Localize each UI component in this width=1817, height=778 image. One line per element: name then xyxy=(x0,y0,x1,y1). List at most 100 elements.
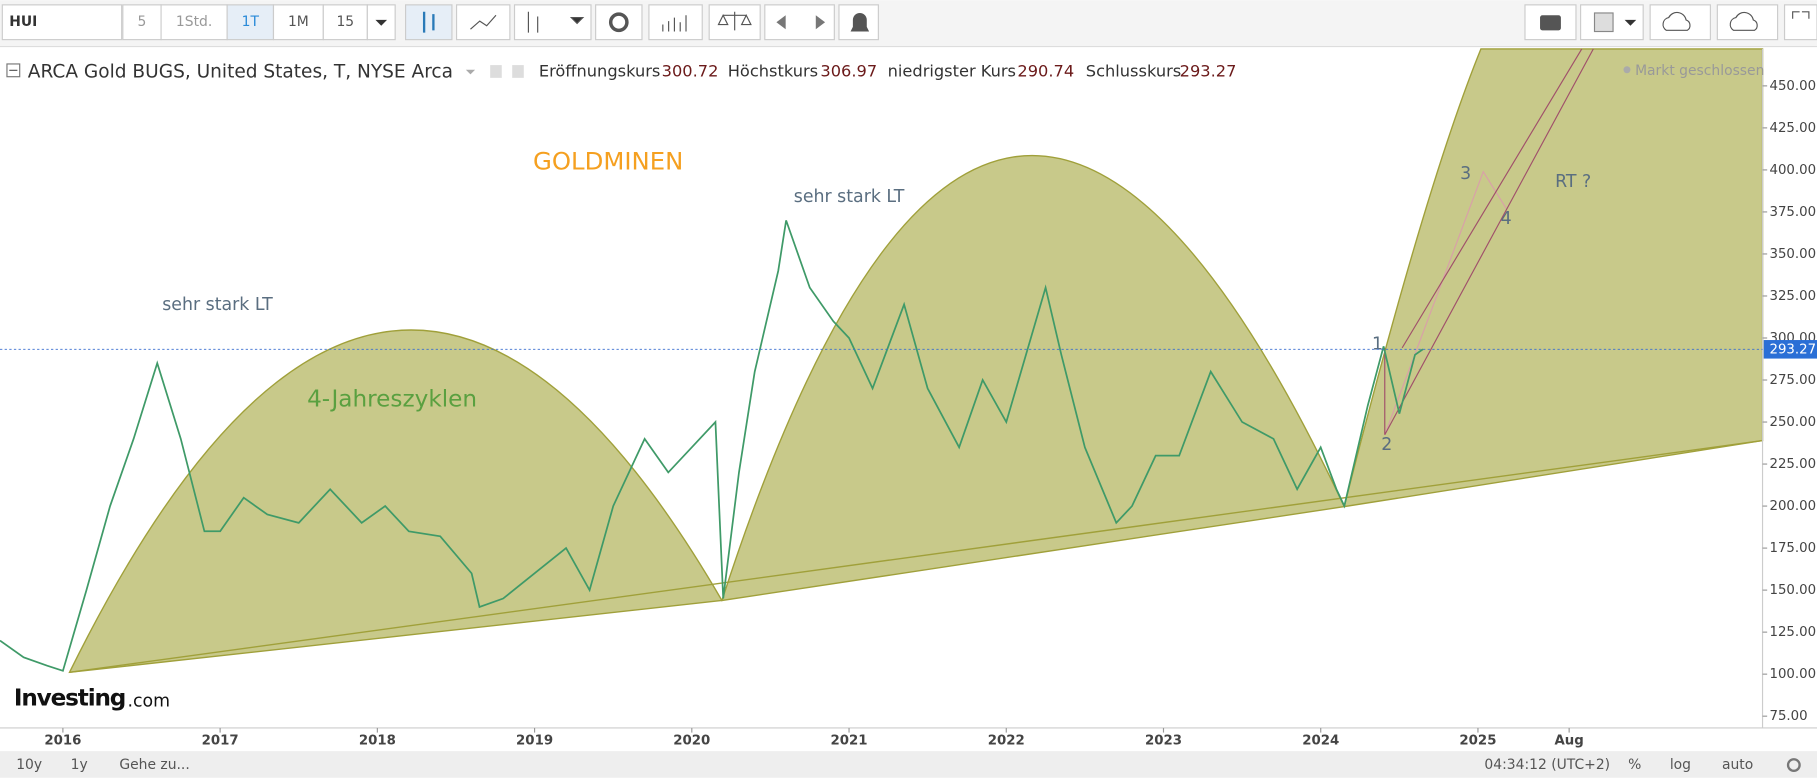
y-tick-label: 400.00 xyxy=(1769,163,1816,178)
interval-button[interactable] xyxy=(122,4,162,41)
low-label: niedrigster Kurs xyxy=(888,62,1016,81)
y-tick-label: 425.00 xyxy=(1769,121,1816,136)
y-tick-label: 450.00 xyxy=(1769,79,1816,94)
cycle-arc xyxy=(68,329,724,674)
x-tick-label: 2018 xyxy=(359,734,396,749)
candle-button[interactable] xyxy=(405,4,453,41)
fullscreen-icon xyxy=(1792,11,1810,19)
cloud-up-icon xyxy=(1729,11,1758,31)
annotation: 2 xyxy=(1381,435,1392,455)
y-tick-label: 100.00 xyxy=(1769,667,1816,682)
bars-button[interactable] xyxy=(513,4,592,41)
clock: 04:34:12 (UTC+2) xyxy=(1484,757,1610,773)
alert-icon xyxy=(850,12,870,32)
range-button[interactable]: 1y xyxy=(71,757,88,773)
interval-button[interactable] xyxy=(160,4,228,41)
indicators-button[interactable] xyxy=(648,4,703,41)
y-tick-label: 275.00 xyxy=(1769,373,1816,388)
cloud-down-icon xyxy=(1662,11,1691,31)
percent-toggle[interactable]: % xyxy=(1628,757,1641,773)
interval-label: 1Std. xyxy=(176,14,212,30)
save-button[interactable] xyxy=(1716,4,1779,41)
trend-line xyxy=(69,439,1763,674)
logo-brand: Investing xyxy=(14,684,125,711)
x-tick-label: 2019 xyxy=(516,734,553,749)
x-tick-label: 2025 xyxy=(1459,734,1496,749)
annotation: GOLDMINEN xyxy=(533,146,683,175)
x-tick-label: 2017 xyxy=(202,734,239,749)
icon xyxy=(490,65,502,78)
annotation: sehr stark LT xyxy=(794,187,905,207)
low-value: 290.74 xyxy=(1017,62,1074,81)
y-tick-label: 350.00 xyxy=(1769,247,1816,262)
footer-settings[interactable] xyxy=(1786,758,1801,772)
interval-button[interactable] xyxy=(322,4,368,41)
close-value: 293.27 xyxy=(1180,62,1237,81)
price-line xyxy=(0,220,1424,672)
goto-button[interactable]: Gehe zu... xyxy=(119,757,189,773)
annotation: RT ? xyxy=(1555,172,1591,192)
interval-label: 1T xyxy=(242,14,260,30)
annotation: 1 xyxy=(1372,334,1383,354)
high-label: Höchstkurs xyxy=(728,62,818,81)
wave-line xyxy=(1384,170,1507,435)
dropdown-arrow xyxy=(375,19,388,26)
x-tick-label: 2016 xyxy=(44,734,81,749)
market-status: Markt geschlossen xyxy=(1635,63,1764,79)
footer xyxy=(0,751,1817,778)
interval-button[interactable] xyxy=(226,4,275,41)
y-tick-label: 250.00 xyxy=(1769,415,1816,430)
indicators-icon xyxy=(662,15,687,32)
line-button[interactable] xyxy=(455,4,511,41)
layout-arrow xyxy=(1624,19,1637,26)
instrument-title: ARCA Gold BUGS, United States, T, NYSE A… xyxy=(28,62,453,83)
y-tick-label: 150.00 xyxy=(1769,583,1816,598)
y-tick-label: 200.00 xyxy=(1769,499,1816,514)
y-tick-label: 225.00 xyxy=(1769,457,1816,472)
x-tick-label: Aug xyxy=(1554,734,1583,749)
camera-icon xyxy=(1540,15,1561,31)
y-tick-label: 175.00 xyxy=(1769,541,1816,556)
interval-label: 15 xyxy=(336,14,354,30)
settings-button[interactable] xyxy=(595,4,643,41)
annotation: 3 xyxy=(1460,164,1471,184)
cycle-arc xyxy=(720,155,1346,602)
plot xyxy=(68,48,1764,674)
open-value: 300.72 xyxy=(662,62,719,81)
y-tick-label: 375.00 xyxy=(1769,205,1816,220)
title-arrow xyxy=(465,69,476,75)
x-tick-label: 2022 xyxy=(988,734,1025,749)
last-price-badge xyxy=(1763,340,1817,359)
candle-icon xyxy=(422,11,435,33)
logo-suffix: .com xyxy=(127,691,170,711)
range-button[interactable]: 10y xyxy=(16,757,42,773)
icon xyxy=(512,65,524,78)
x-tick-label: 2024 xyxy=(1302,734,1339,749)
log-toggle[interactable]: log xyxy=(1670,757,1691,773)
line-icon xyxy=(470,14,497,30)
close-label: Schlusskurs xyxy=(1086,62,1181,81)
status-dot xyxy=(1623,66,1631,74)
x-tick-label: 2020 xyxy=(673,734,710,749)
y-tick-label: 125.00 xyxy=(1769,625,1816,640)
high-value: 306.97 xyxy=(820,62,877,81)
layout-icon xyxy=(1593,12,1614,33)
cycle-arc xyxy=(1343,48,1764,508)
interval-label: 1M xyxy=(288,14,309,30)
bars-icon xyxy=(527,11,585,33)
compare-icon xyxy=(717,11,752,31)
symbol-input[interactable] xyxy=(1,4,123,41)
fullscreen-button[interactable] xyxy=(1783,4,1817,41)
auto-toggle[interactable]: auto xyxy=(1722,757,1753,773)
annotation: sehr stark LT xyxy=(162,295,273,315)
y-tick-label: 75.00 xyxy=(1769,709,1807,724)
load-button[interactable] xyxy=(1649,4,1711,41)
gear-icon xyxy=(608,12,629,33)
annotation: 4-Jahreszyklen xyxy=(307,386,477,413)
open-label: Eröffnungskurs xyxy=(539,62,661,81)
x-tick-label: 2021 xyxy=(831,734,868,749)
interval-label: 5 xyxy=(138,14,147,30)
wave-channel xyxy=(1384,48,1594,436)
